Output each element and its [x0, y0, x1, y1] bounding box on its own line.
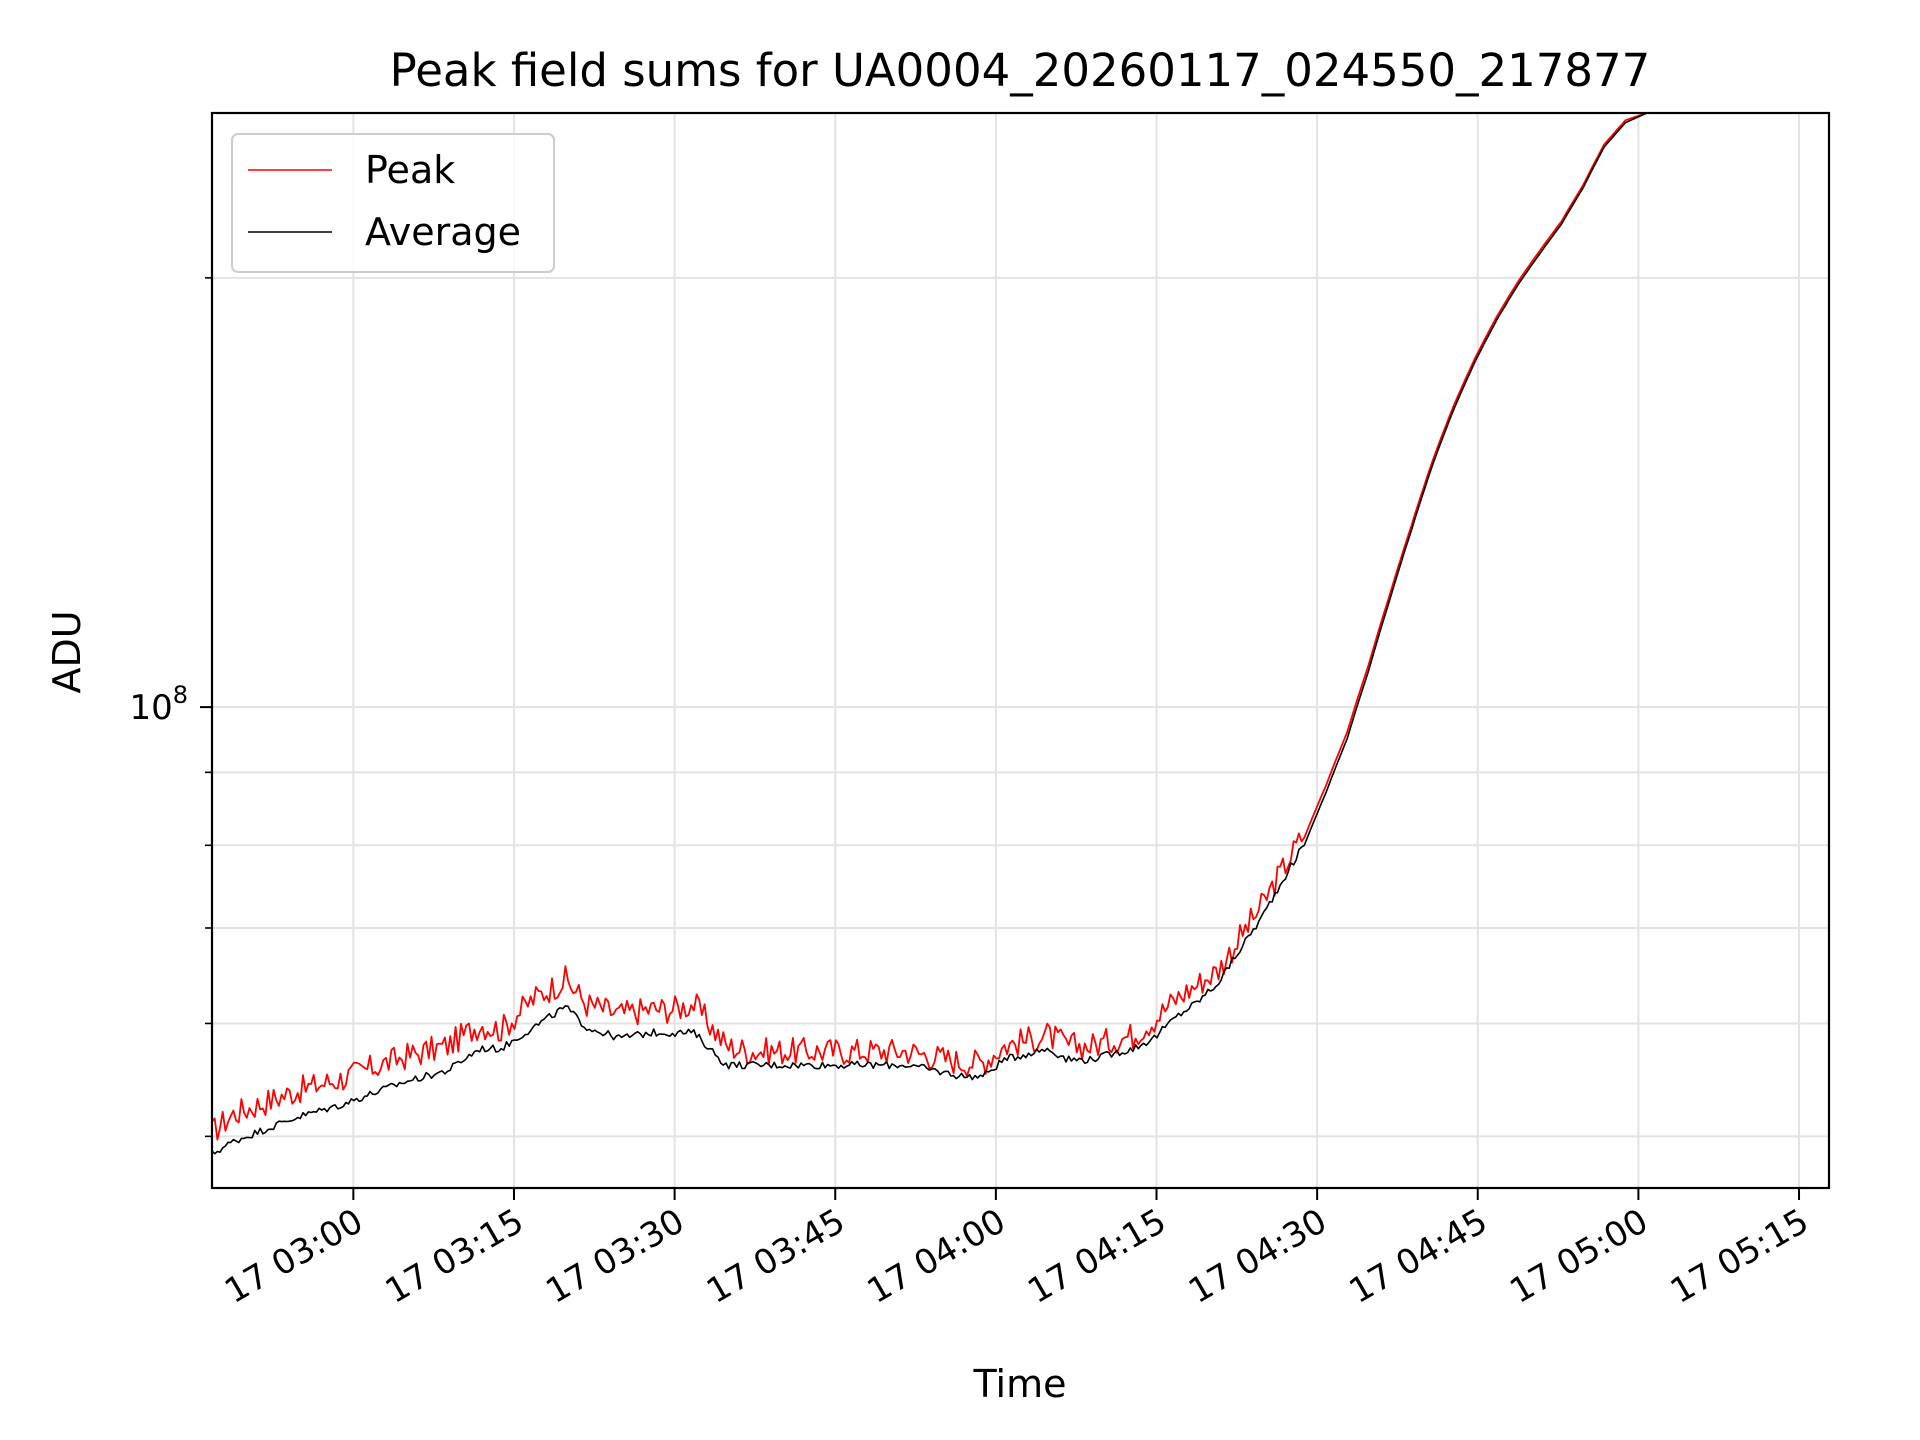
plot-frame: [210, 111, 1831, 1190]
legend: Peak Average: [231, 133, 555, 273]
series-line-peak: [211, 112, 1669, 1141]
y-axis-label: ADU: [45, 610, 89, 693]
series-line-average: [211, 112, 1669, 1155]
x-axis-label: Time: [973, 1362, 1067, 1406]
grid: [212, 113, 1829, 1188]
legend-box: [231, 133, 555, 273]
y-tick-label: 108: [129, 681, 188, 728]
series-layer: [211, 112, 1669, 1155]
legend-label-average: Average: [365, 210, 521, 254]
legend-label-peak: Peak: [365, 148, 455, 192]
chart-title: Peak field sums for UA0004_20260117_0245…: [390, 44, 1651, 97]
